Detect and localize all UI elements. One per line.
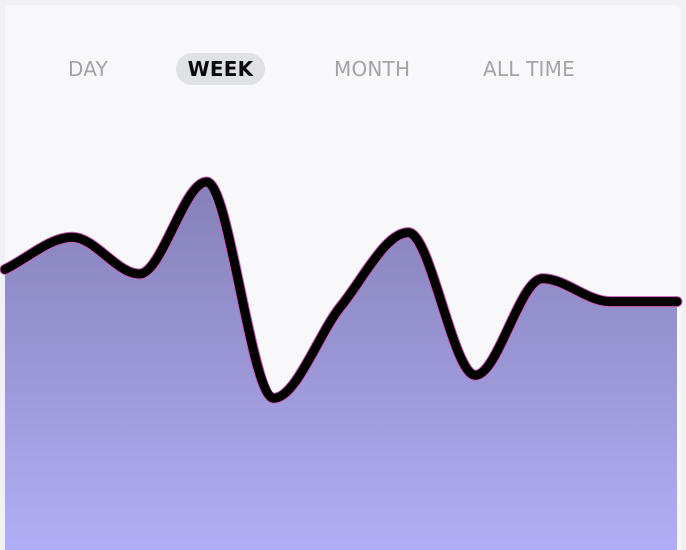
period-tabs: DAY WEEK MONTH ALL TIME [5, 53, 681, 85]
chart-area-fill [5, 182, 677, 550]
data-point-7 [471, 371, 479, 379]
data-point-6 [404, 229, 412, 237]
data-point-1 [68, 233, 76, 241]
data-point-5 [337, 302, 345, 310]
data-point-0 [1, 265, 9, 273]
chart-line [0, 177, 682, 403]
tab-day[interactable]: DAY [68, 57, 108, 81]
data-point-9 [606, 298, 614, 306]
tab-week[interactable]: WEEK [176, 53, 265, 85]
data-point-8 [539, 275, 547, 283]
data-point-4 [270, 394, 278, 402]
tab-all-time[interactable]: ALL TIME [483, 57, 575, 81]
data-point-3 [203, 178, 211, 186]
tab-month[interactable]: MONTH [334, 57, 411, 81]
data-point-2 [135, 270, 143, 278]
data-point-10 [673, 298, 681, 306]
